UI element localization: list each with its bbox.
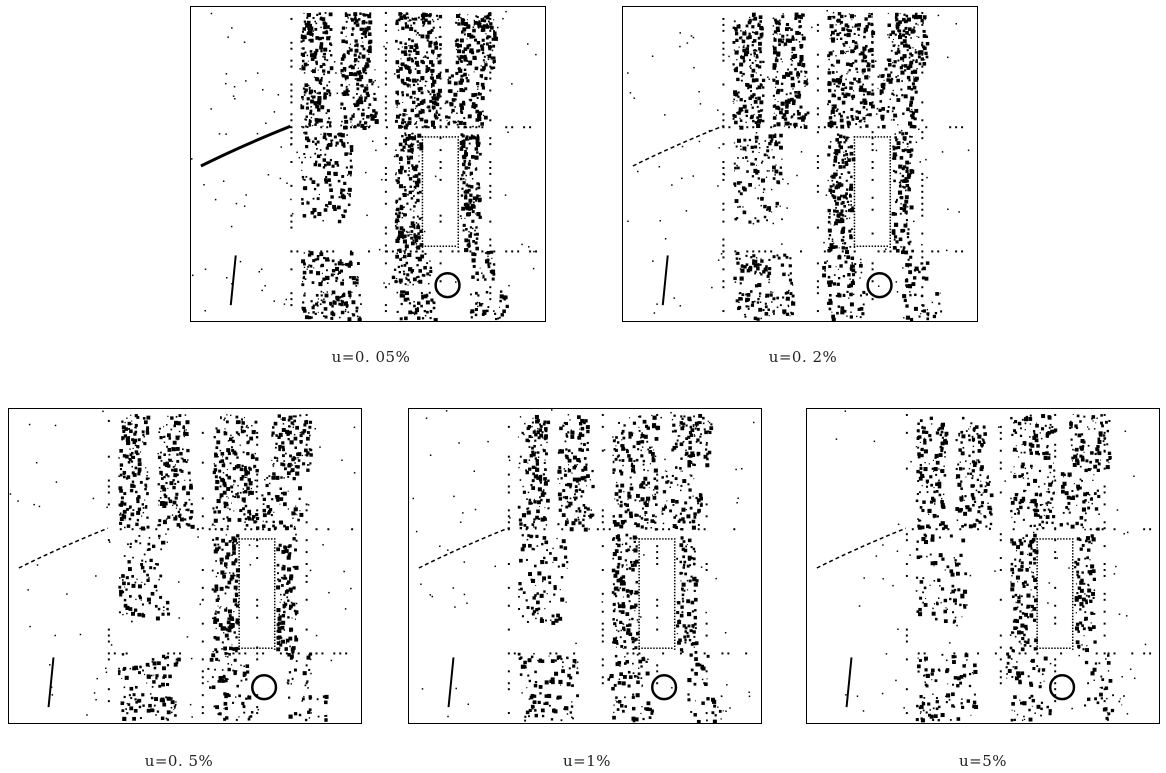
binary-map-panel-3: [8, 408, 362, 724]
panel-caption-3: u=0. 5%: [144, 752, 214, 770]
panel-caption-1: u=0. 05%: [331, 348, 411, 366]
binary-map-panel-2: [622, 6, 978, 322]
binary-map-image-4: [412, 409, 755, 723]
binary-map-panel-5: [806, 408, 1160, 724]
panel-caption-4: u=1%: [562, 752, 612, 770]
binary-map-image-3: [9, 410, 356, 722]
binary-map-image-1: [191, 10, 538, 321]
panel-caption-2: u=0. 2%: [768, 348, 838, 366]
binary-map-image-2: [627, 9, 970, 321]
binary-map-image-5: [816, 410, 1152, 723]
binary-map-panel-4: [408, 408, 762, 724]
binary-map-panel-1: [190, 6, 546, 322]
panel-caption-5: u=5%: [958, 752, 1008, 770]
